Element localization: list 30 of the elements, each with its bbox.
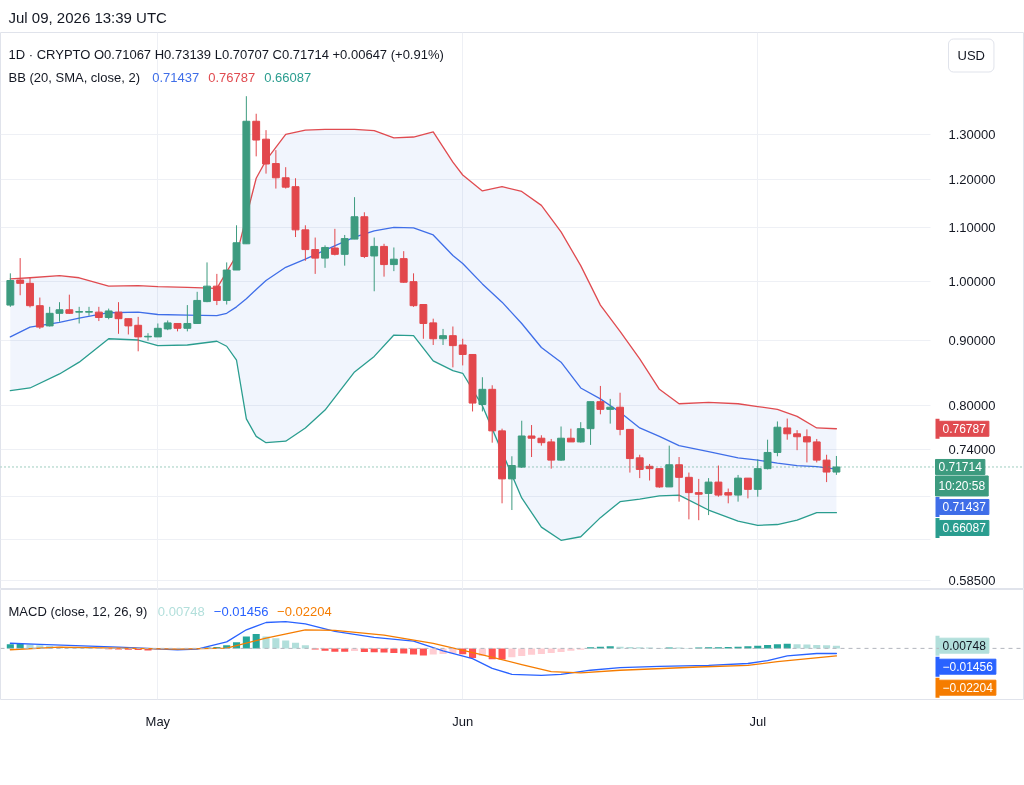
y-tick-label: 0.90000	[948, 332, 996, 348]
text: 0.76787	[208, 70, 256, 85]
legend-label: 0.76787	[942, 422, 987, 437]
text: 0.71437	[152, 70, 200, 85]
text: −0.01456	[213, 604, 269, 619]
y-tick-label: 0.74000	[948, 441, 996, 457]
legend-title: BB (20, SMA, close, 2)	[8, 70, 140, 85]
legend-label: 0.71437	[942, 500, 987, 515]
legend-label: 0.66087	[942, 521, 987, 536]
y-tick-label: 1.00000	[948, 273, 996, 289]
x-tick-label: Jul	[749, 713, 767, 729]
y-tick-label: 1.20000	[948, 171, 996, 187]
x-tick-label: Jun	[452, 713, 474, 729]
legend-label: 0.00748	[942, 639, 987, 654]
y-axis-title: USD	[957, 48, 985, 63]
y-tick-label: 1.30000	[948, 126, 996, 142]
x-tick-label: May	[145, 713, 171, 729]
text: −0.02204	[277, 604, 332, 619]
y-tick-label: 0.80000	[948, 398, 996, 414]
text: 0.66087	[264, 70, 312, 85]
legend-title: MACD (close, 12, 26, 9)	[8, 604, 148, 619]
annotation: 10:20:58	[938, 478, 986, 493]
y-tick-label: 1.10000	[948, 220, 996, 236]
y-tick-label: 0.58500	[948, 573, 996, 589]
text: 0.00748	[157, 604, 205, 619]
legend-label: −0.01456	[942, 660, 994, 675]
chart-title: Jul 09, 2026 13:39 UTC	[8, 9, 168, 26]
legend-label: −0.02204	[942, 681, 994, 696]
text: 1D · CRYPTO O0.71067 H0.73139 L0.70707 C0.71714 +0.00647 (+0.91%)	[8, 47, 444, 62]
ref-line-label: 0.71714	[938, 460, 983, 475]
